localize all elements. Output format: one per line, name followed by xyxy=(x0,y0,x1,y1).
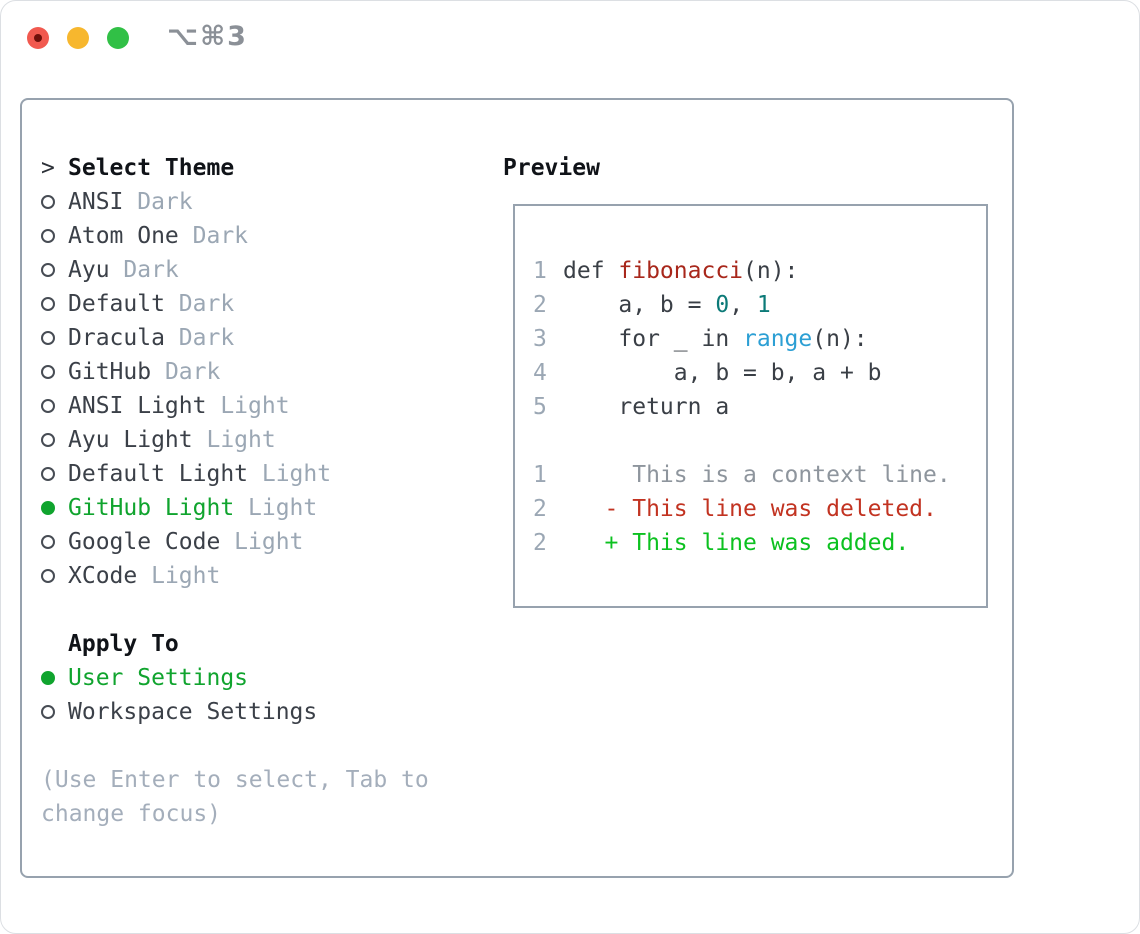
theme-option-github-dark[interactable]: GitHub Dark xyxy=(41,355,429,389)
diff-context-line: 1 This is a context line. xyxy=(533,462,951,488)
radio-icon xyxy=(41,433,55,447)
theme-option-ansi-dark[interactable]: ANSI Dark xyxy=(41,185,429,219)
prompt-icon: > xyxy=(41,155,55,181)
radio-icon xyxy=(41,399,55,413)
apply-to-title: Apply To xyxy=(68,631,179,657)
select-theme-title: Select Theme xyxy=(68,155,235,181)
theme-option-ayu-light[interactable]: Ayu Light Light xyxy=(41,423,429,457)
theme-option-dracula-dark[interactable]: Dracula Dark xyxy=(41,321,429,355)
radio-icon xyxy=(41,229,55,243)
line-number: 1 xyxy=(533,258,547,284)
code-line-blank xyxy=(533,424,986,458)
diff-added-line: 2 + This line was added. xyxy=(533,530,910,556)
code-preview-box: 1 def fibonacci (n): 2 a, b = 0, 1 3 for _… xyxy=(513,204,988,608)
minimize-button[interactable] xyxy=(67,27,89,49)
preview-column: Preview 1 def fibonacci (n): 2 a, b = 0, 1… xyxy=(503,151,988,608)
line-number: 3 xyxy=(533,326,547,352)
preview-header: Preview xyxy=(503,151,988,185)
radio-icon xyxy=(41,195,55,209)
line-number: 4 xyxy=(533,360,547,386)
theme-option-ayu-dark[interactable]: Ayu Dark xyxy=(41,253,429,287)
keyboard-shortcut-label: ⌥⌘3 xyxy=(167,21,248,52)
line-number: 2 xyxy=(533,292,547,318)
radio-icon xyxy=(41,331,55,345)
preview-title: Preview xyxy=(503,155,600,181)
line-number: 5 xyxy=(533,394,547,420)
apply-option-user-settings[interactable]: User Settings xyxy=(41,661,429,695)
code-line: 3 for _ in range (n): xyxy=(533,326,868,352)
radio-selected-icon xyxy=(41,501,55,515)
radio-icon xyxy=(41,535,55,549)
hint-line-2: change focus) xyxy=(41,801,222,827)
radio-icon xyxy=(41,705,55,719)
theme-option-default-light[interactable]: Default Light Light xyxy=(41,457,429,491)
radio-selected-icon xyxy=(41,671,55,685)
radio-icon xyxy=(41,263,55,277)
code-line: 2 a, b = 0, 1 xyxy=(533,292,771,318)
apply-to-section: Apply To User Settings Workspace Setting… xyxy=(41,627,429,729)
keyboard-hint: (Use Enter to select, Tab to change focu… xyxy=(41,763,429,831)
radio-icon xyxy=(41,365,55,379)
select-theme-header: > Select Theme xyxy=(41,151,429,185)
line-number: 1 xyxy=(533,462,547,488)
radio-icon xyxy=(41,297,55,311)
theme-option-default-dark[interactable]: Default Dark xyxy=(41,287,429,321)
code-line: 5 return a xyxy=(533,394,730,420)
code-line: 1 def fibonacci (n): xyxy=(533,258,799,284)
theme-option-github-light[interactable]: GitHub Light Light xyxy=(41,491,429,525)
code-line: 4 a, b = b, a + b xyxy=(533,360,882,386)
radio-icon xyxy=(41,467,55,481)
hint-line-1: (Use Enter to select, Tab to xyxy=(41,767,429,793)
apply-to-header: Apply To xyxy=(41,627,429,661)
theme-option-google-code-light[interactable]: Google Code Light xyxy=(41,525,429,559)
theme-list-column: > Select Theme ANSI Dark Atom One Dark Ayu D… xyxy=(41,151,429,831)
titlebar: ⌥⌘3 xyxy=(1,1,1139,75)
maximize-button[interactable] xyxy=(107,27,129,49)
theme-picker-panel: > Select Theme ANSI Dark Atom One Dark Ayu D… xyxy=(20,98,1014,878)
line-number: 2 xyxy=(533,496,547,522)
theme-option-atom-one-dark[interactable]: Atom One Dark xyxy=(41,219,429,253)
apply-option-workspace-settings[interactable]: Workspace Settings xyxy=(41,695,429,729)
diff-deleted-line: 2 - This line was deleted. xyxy=(533,496,937,522)
theme-option-ansi-light[interactable]: ANSI Light Light xyxy=(41,389,429,423)
close-button[interactable] xyxy=(27,27,49,49)
radio-icon xyxy=(41,569,55,583)
theme-option-xcode-light[interactable]: XCode Light xyxy=(41,559,429,593)
line-number: 2 xyxy=(533,530,547,556)
